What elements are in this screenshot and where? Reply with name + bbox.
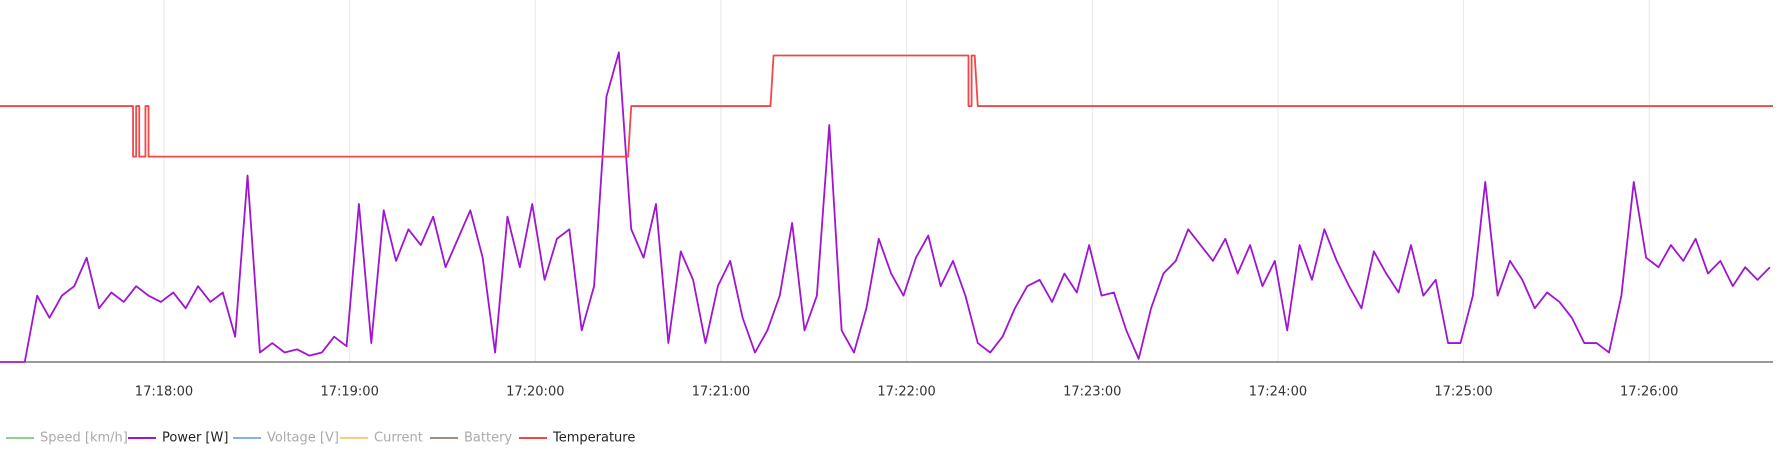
legend-label[interactable]: Current bbox=[374, 431, 423, 446]
series-line bbox=[0, 51, 1771, 363]
legend-label[interactable]: Voltage [V] bbox=[267, 431, 339, 446]
x-tick-label: 17:21:00 bbox=[692, 385, 750, 400]
x-tick-label: 17:19:00 bbox=[320, 385, 378, 400]
x-tick-label: 17:24:00 bbox=[1249, 385, 1307, 400]
x-tick-label: 17:18:00 bbox=[135, 385, 193, 400]
legend-label[interactable]: Temperature bbox=[552, 431, 635, 446]
series-line bbox=[0, 54, 1773, 158]
legend-label[interactable]: Battery bbox=[464, 431, 512, 446]
legend-label[interactable]: Speed [km/h] bbox=[40, 431, 128, 446]
x-tick-label: 17:23:00 bbox=[1063, 385, 1121, 400]
x-tick-label: 17:26:00 bbox=[1620, 385, 1678, 400]
legend-label[interactable]: Power [W] bbox=[162, 431, 228, 446]
x-tick-label: 17:22:00 bbox=[877, 385, 935, 400]
legend: Speed [km/h] Power [W] Voltage [V] Current B… bbox=[6, 431, 635, 446]
x-tick-label: 17:25:00 bbox=[1434, 385, 1492, 400]
x-tick-label: 17:20:00 bbox=[506, 385, 564, 400]
